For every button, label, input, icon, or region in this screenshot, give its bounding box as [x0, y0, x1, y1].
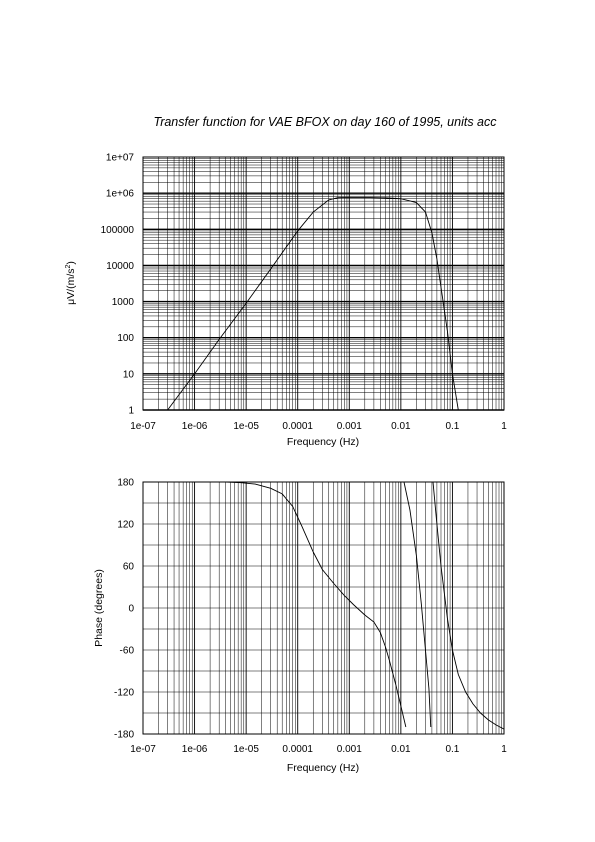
- amp-x-tick-label: 1e-06: [182, 421, 208, 432]
- phase-x-tick-label: 1e-05: [233, 744, 259, 755]
- phase-xlabel: Frequency (Hz): [287, 762, 359, 774]
- amp-y-tick-label: 1: [128, 406, 134, 417]
- amp-y-tick-label: 1e+07: [106, 153, 135, 164]
- phase-plot-frame: [142, 481, 505, 735]
- phase-x-tick-label: 1: [501, 744, 507, 755]
- amplitude-plot-frame: [142, 156, 505, 411]
- amp-y-tick-label: 100: [117, 333, 134, 344]
- phase-panel: 1e-07 1e-06 1e-05 0.0001 0.001 0.01 0.1 1 -180 -1…: [93, 478, 507, 775]
- amp-y-tick-label: 1e+06: [106, 189, 135, 200]
- phase-y-tick-label: -120: [114, 688, 134, 699]
- amp-x-tick-label: 1: [501, 421, 507, 432]
- amplitude-tick-labels: 1e-07 1e-06 1e-05 0.0001 0.001 0.01 0.1 1 1 10 100…: [101, 153, 508, 433]
- amplitude-ylabel-prefix: μV/(m/s: [65, 269, 77, 305]
- amp-x-tick-label: 1e-05: [233, 421, 259, 432]
- phase-x-tick-label: 0.001: [337, 744, 362, 755]
- amplitude-ylabel: μV/(m/s2): [65, 261, 77, 305]
- phase-series-line: [403, 481, 432, 728]
- amplitude-panel: 1e-07 1e-06 1e-05 0.0001 0.001 0.01 0.1 1 1 10 100…: [65, 153, 507, 449]
- phase-x-tick-label: 1e-07: [130, 744, 156, 755]
- amplitude-series-line: [167, 196, 459, 411]
- phase-series-line: [225, 481, 407, 728]
- amp-y-tick-label: 100000: [101, 225, 135, 236]
- phase-x-tick-label: 0.0001: [282, 744, 313, 755]
- amplitude-xlabel: Frequency (Hz): [287, 436, 359, 448]
- phase-y-tick-label: 120: [117, 520, 134, 531]
- amp-y-tick-label: 1000: [112, 297, 135, 308]
- amp-x-tick-label: 0.01: [391, 421, 411, 432]
- phase-series-line: [432, 481, 505, 730]
- phase-x-tick-label: 0.01: [391, 744, 411, 755]
- amp-x-tick-label: 0.001: [337, 421, 362, 432]
- phase-tick-labels: 1e-07 1e-06 1e-05 0.0001 0.001 0.01 0.1 1 -180 -1…: [114, 478, 507, 756]
- phase-ylabel: Phase (degrees): [93, 569, 105, 647]
- phase-series: [225, 481, 505, 730]
- amplitude-ylabel-sup: 2: [65, 265, 72, 269]
- phase-y-tick-label: -60: [120, 646, 135, 657]
- chart-title: Transfer function for VAE BFOX on day 16…: [153, 115, 497, 129]
- amplitude-gridlines: [142, 157, 504, 411]
- amp-x-tick-label: 0.1: [445, 421, 459, 432]
- phase-y-tick-label: -180: [114, 730, 134, 741]
- phase-x-tick-label: 1e-06: [182, 744, 208, 755]
- amp-x-tick-label: 0.0001: [282, 421, 313, 432]
- amp-y-tick-label: 10: [123, 369, 135, 380]
- phase-y-tick-label: 180: [117, 478, 134, 489]
- phase-y-tick-label: 60: [123, 562, 135, 573]
- amp-y-tick-label: 10000: [106, 261, 134, 272]
- phase-x-tick-label: 0.1: [445, 744, 459, 755]
- amp-x-tick-label: 1e-07: [130, 421, 156, 432]
- phase-y-tick-label: 0: [128, 604, 134, 615]
- phase-gridlines: [142, 481, 504, 735]
- amplitude-ylabel-suffix: ): [65, 261, 77, 265]
